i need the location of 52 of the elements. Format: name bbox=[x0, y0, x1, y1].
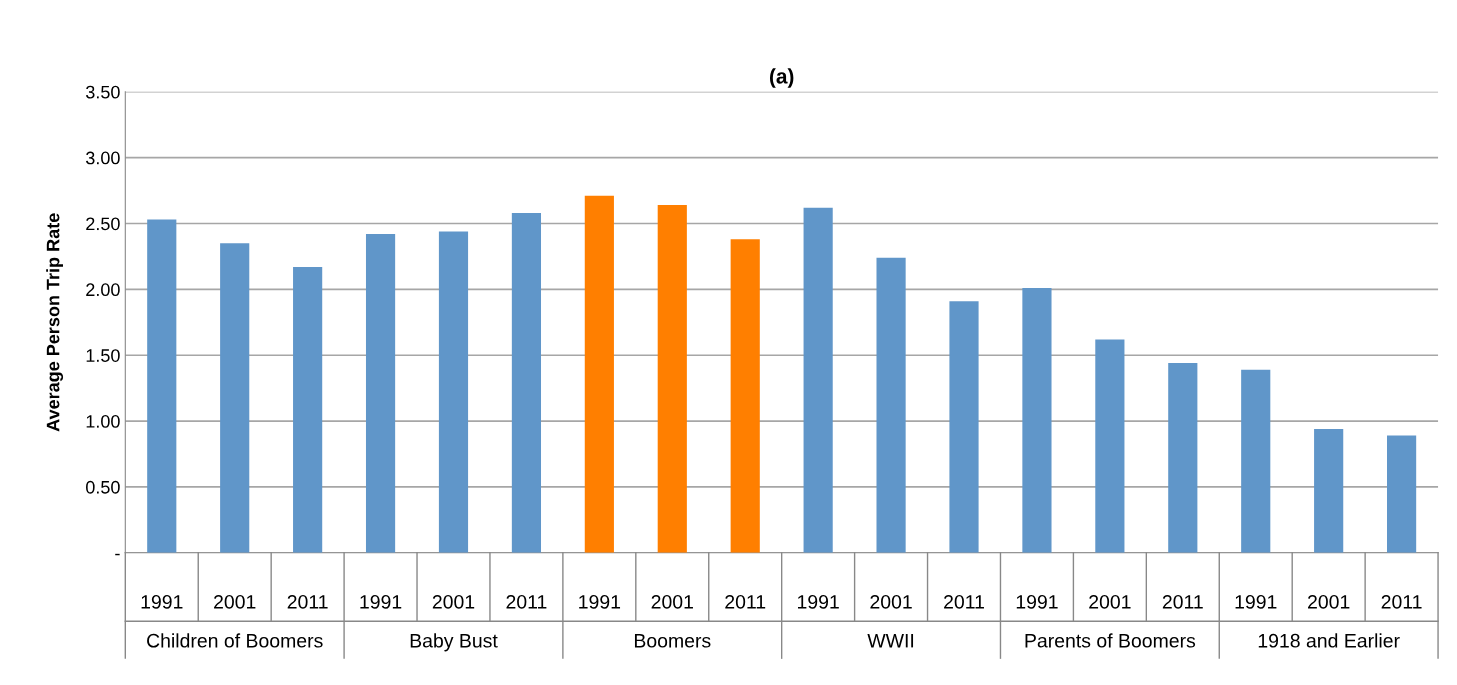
bar bbox=[438, 231, 469, 553]
bar bbox=[220, 243, 250, 553]
x-tick-label: 2001 bbox=[870, 594, 912, 609]
x-tick-label: 1991 bbox=[141, 594, 183, 609]
x-tick-label: 2011 bbox=[506, 594, 547, 609]
x-tick-label: 2011 bbox=[725, 594, 766, 609]
bar bbox=[365, 234, 396, 553]
x-tick-label: 1991 bbox=[798, 594, 839, 609]
x-tick-label: 1991 bbox=[1016, 594, 1058, 609]
x-tick-label: 1991 bbox=[1235, 594, 1277, 609]
y-tick-label: - bbox=[115, 553, 120, 556]
text: 1918 and Earlier bbox=[1258, 633, 1400, 648]
x-tick-label: 2001 bbox=[432, 594, 475, 609]
x-tick-label: 1991 bbox=[579, 594, 621, 609]
x-tick-label: 2001 bbox=[1089, 594, 1131, 609]
x-tick-label: 2001 bbox=[651, 594, 693, 609]
text: Baby Bust bbox=[410, 633, 498, 652]
x-tick-label: 2011 bbox=[287, 594, 328, 609]
y-tick-label: 2.50 bbox=[86, 217, 120, 231]
y-tick-label: 1.00 bbox=[86, 415, 120, 428]
y-tick-label: 1.50 bbox=[86, 349, 120, 362]
bar bbox=[584, 195, 614, 553]
bar bbox=[147, 219, 177, 553]
y-tick-label: 3.50 bbox=[85, 85, 120, 99]
bar bbox=[803, 207, 833, 553]
y-tick-label: 0.50 bbox=[86, 480, 120, 494]
bar bbox=[949, 301, 979, 553]
text: Children of Boomers bbox=[147, 633, 323, 648]
bar bbox=[1168, 363, 1198, 553]
text: Parents of Boomers bbox=[1025, 633, 1196, 648]
bar bbox=[1387, 435, 1417, 553]
bar bbox=[657, 205, 687, 553]
y-tick-label: 2.00 bbox=[86, 283, 120, 297]
bar bbox=[1095, 339, 1125, 553]
x-tick-label: 2011 bbox=[1381, 594, 1422, 609]
x-tick-label: 2011 bbox=[1162, 594, 1203, 609]
y-axis-title: Average Person Trip Rate bbox=[46, 213, 64, 432]
bar bbox=[730, 239, 760, 553]
bar bbox=[1241, 369, 1271, 553]
bar bbox=[293, 266, 323, 553]
bar bbox=[1022, 288, 1052, 553]
text: Boomers bbox=[634, 634, 711, 648]
x-tick-label: 1991 bbox=[360, 594, 402, 609]
bar bbox=[876, 257, 906, 553]
bar bbox=[511, 212, 542, 553]
bar bbox=[1314, 428, 1344, 553]
x-tick-label: 2011 bbox=[944, 594, 984, 609]
x-tick-label: 2001 bbox=[1308, 594, 1350, 609]
text: WWII bbox=[867, 634, 914, 648]
chart-title: (a) bbox=[769, 68, 794, 88]
y-tick-label: 3.00 bbox=[85, 151, 120, 165]
x-tick-label: 2001 bbox=[214, 594, 256, 609]
